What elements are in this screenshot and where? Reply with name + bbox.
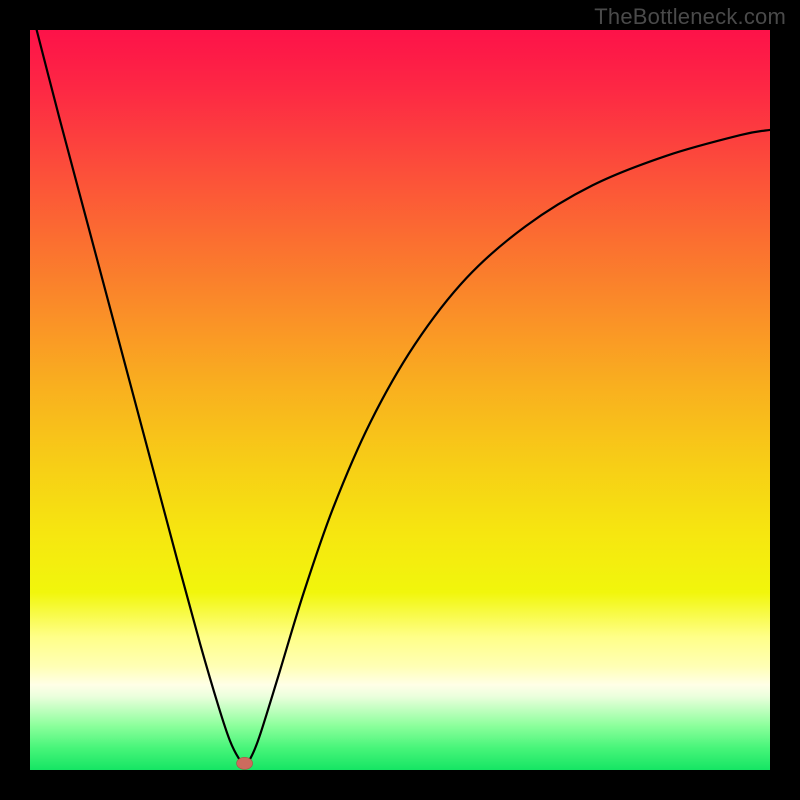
chart-svg: [0, 0, 800, 800]
plot-background: [30, 30, 770, 770]
chart-container: TheBottleneck.com: [0, 0, 800, 800]
watermark-text: TheBottleneck.com: [594, 4, 786, 30]
minimum-marker: [237, 757, 253, 769]
